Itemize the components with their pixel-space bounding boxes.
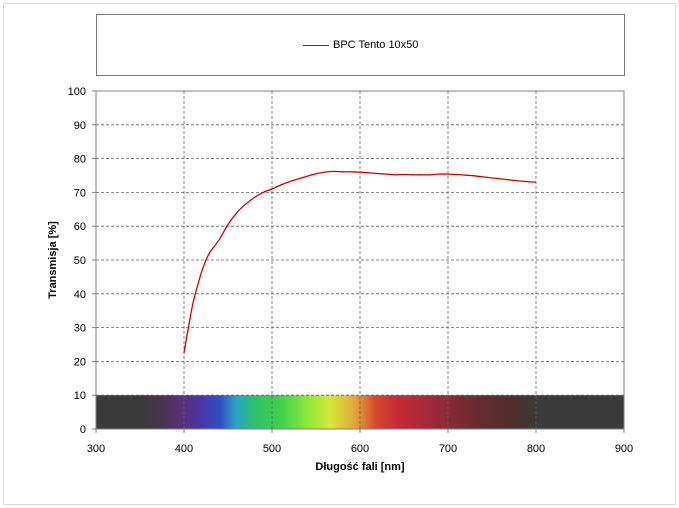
x-axis-title: Długość fali [nm] bbox=[315, 461, 405, 473]
y-tick-label: 20 bbox=[74, 356, 86, 368]
x-tick-label: 600 bbox=[351, 443, 369, 455]
x-tick-label: 800 bbox=[527, 443, 545, 455]
x-tick-label: 400 bbox=[175, 443, 193, 455]
y-tick-label: 10 bbox=[74, 390, 86, 402]
y-tick-label: 90 bbox=[74, 120, 86, 132]
y-tick-label: 0 bbox=[80, 424, 86, 436]
y-tick-label: 80 bbox=[74, 154, 86, 166]
y-tick-label: 50 bbox=[74, 255, 86, 267]
y-axis-title: Transmisja [%] bbox=[47, 221, 59, 299]
grid-lines bbox=[96, 91, 624, 429]
x-axis-ticks: 300 400 500 600 700 800 900 bbox=[87, 429, 633, 455]
legend: BPC Tento 10x50 bbox=[96, 14, 625, 76]
legend-line-swatch bbox=[303, 44, 329, 46]
y-tick-label: 100 bbox=[68, 86, 86, 98]
x-tick-label: 300 bbox=[87, 443, 105, 455]
y-tick-label: 60 bbox=[74, 221, 86, 233]
y-tick-label: 30 bbox=[74, 323, 86, 335]
legend-entry: BPC Tento 10x50 bbox=[303, 37, 418, 53]
y-tick-label: 40 bbox=[74, 289, 86, 301]
series-line-bpc-tento bbox=[183, 170, 537, 354]
y-axis-ticks: 0 10 20 30 40 50 60 70 80 90 100 bbox=[68, 86, 96, 436]
x-tick-label: 900 bbox=[615, 443, 633, 455]
x-tick-label: 700 bbox=[439, 443, 457, 455]
legend-label: BPC Tento 10x50 bbox=[333, 39, 419, 51]
x-tick-label: 500 bbox=[263, 443, 281, 455]
y-tick-label: 70 bbox=[74, 187, 86, 199]
chart-frame bbox=[3, 3, 676, 505]
